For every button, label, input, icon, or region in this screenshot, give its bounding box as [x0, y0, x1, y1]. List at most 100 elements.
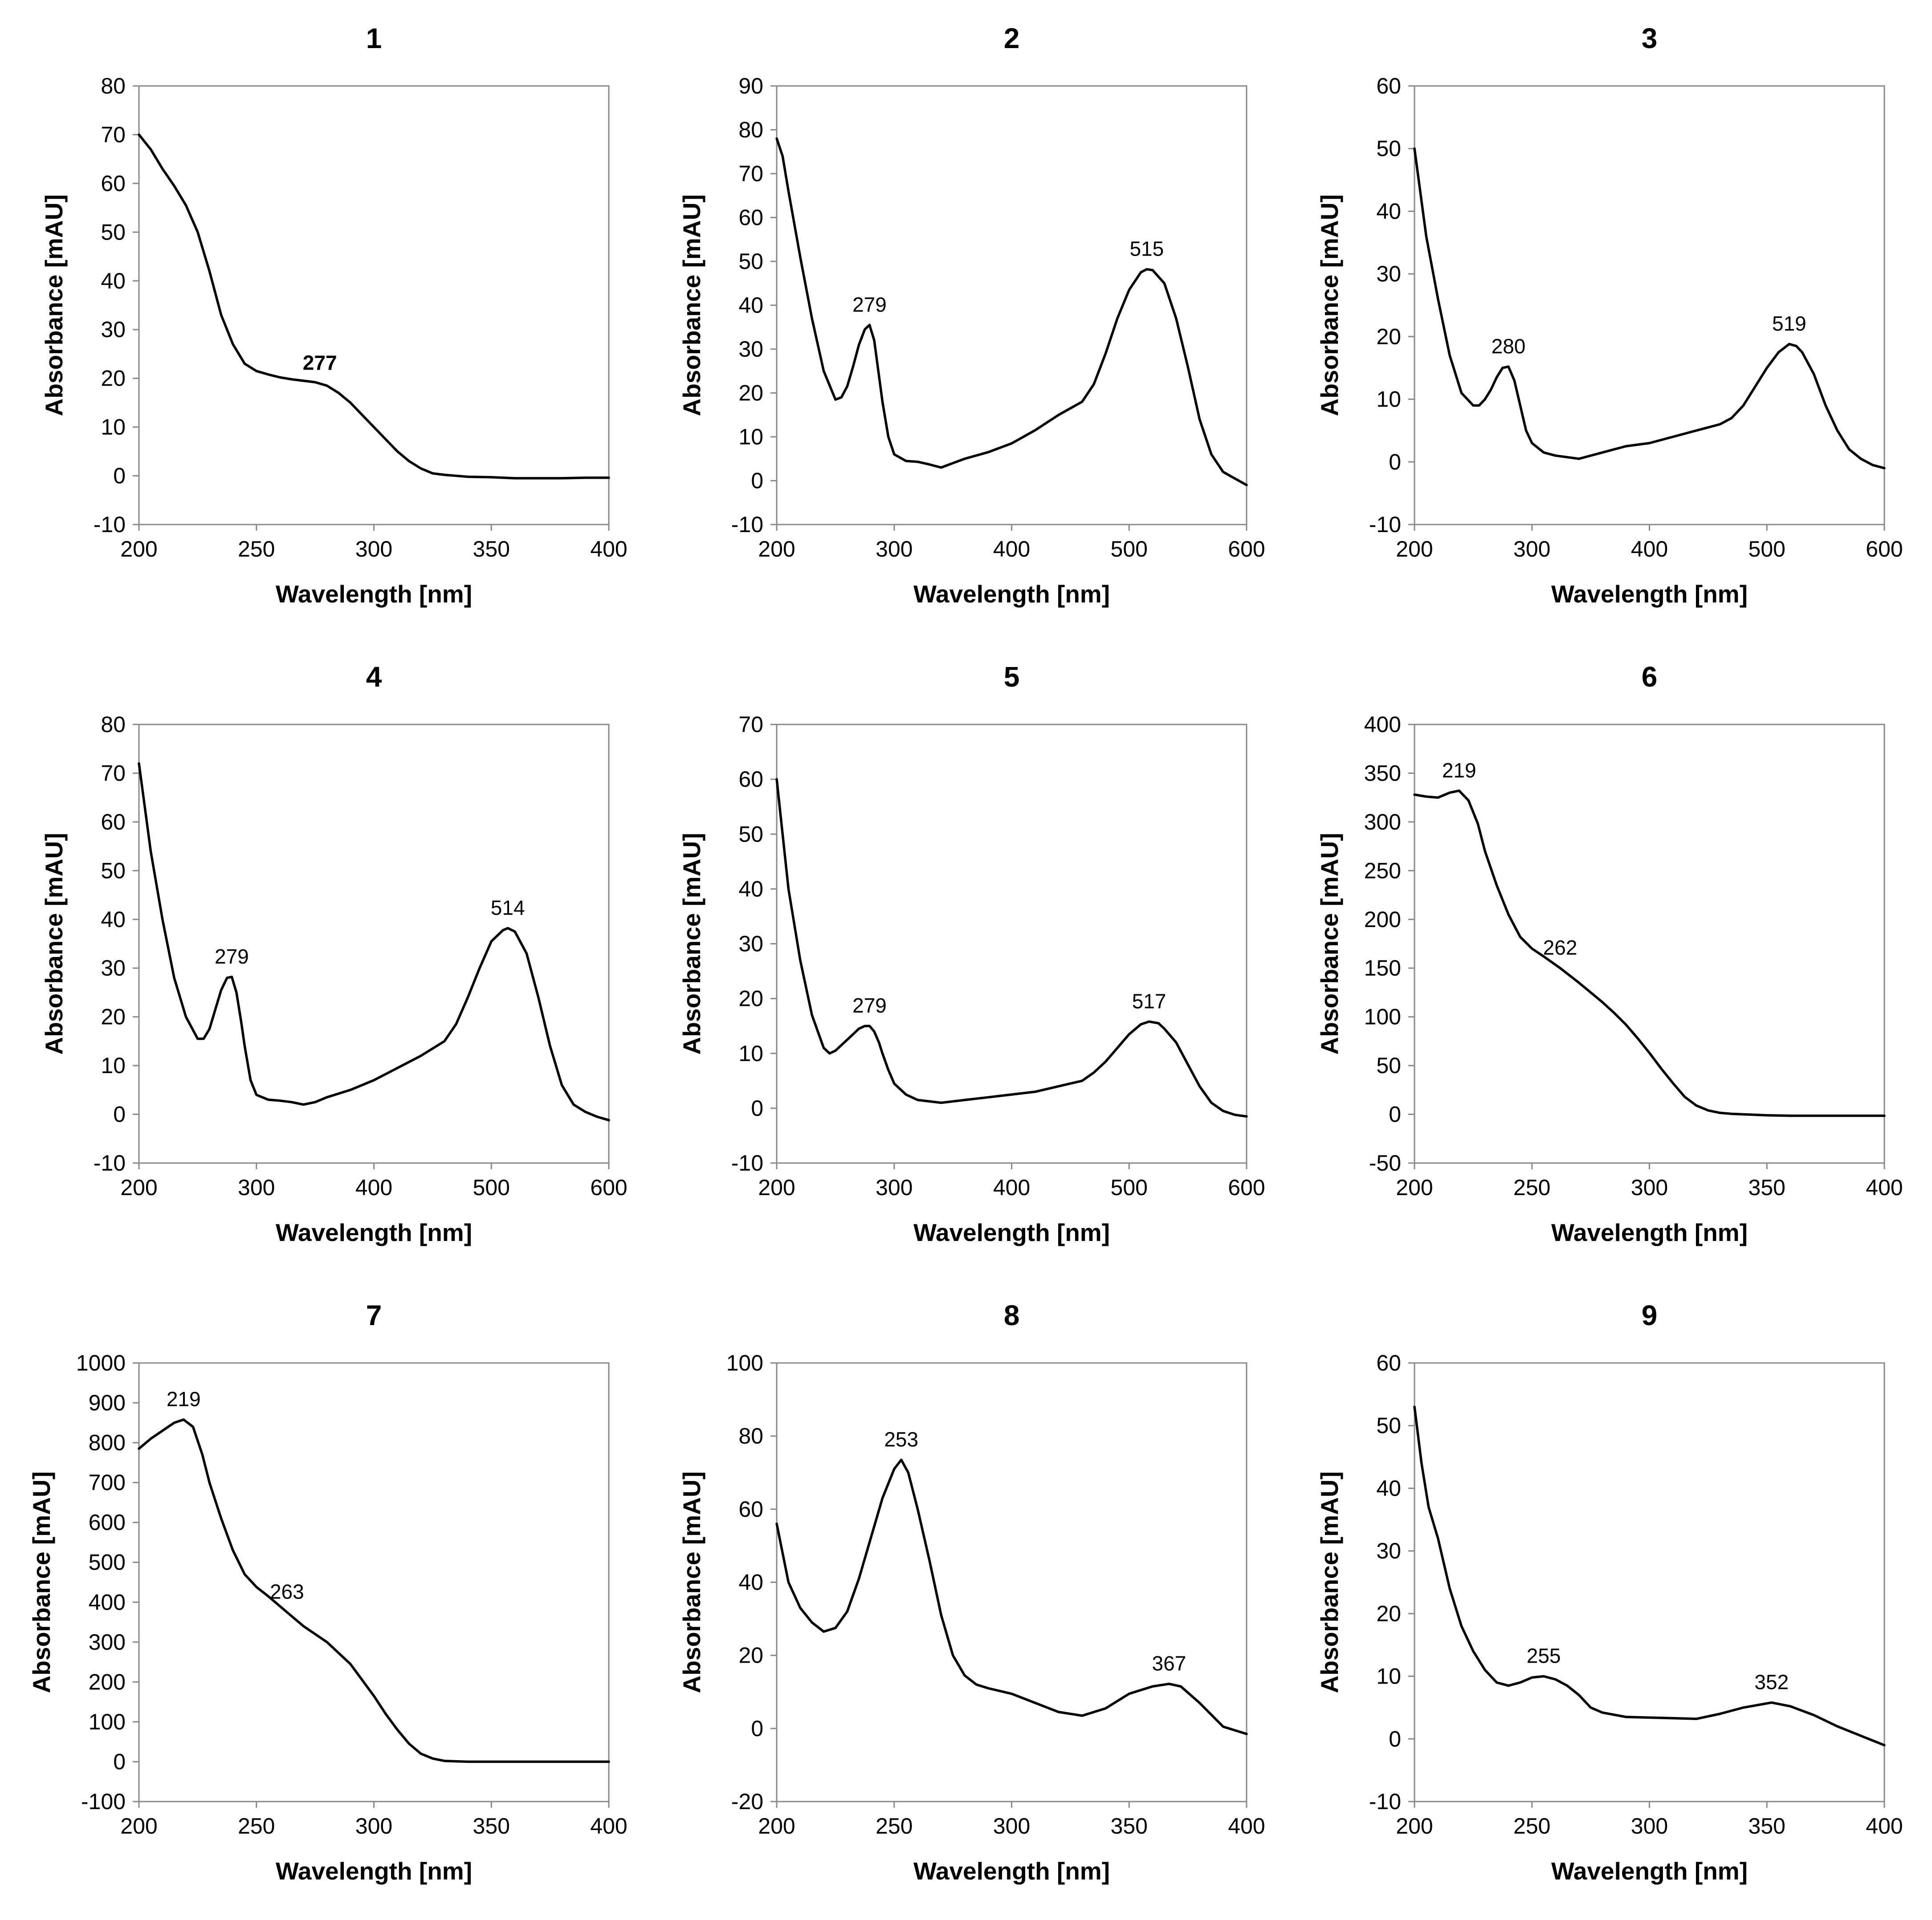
y-tick-label: 30 [738, 932, 763, 956]
chart-panel-2: 2 200 300 400 500 600 -10 0 10 20 30 40 50 60 70 80 90 Wa… [678, 22, 1265, 608]
x-tick-label: 300 [1631, 1814, 1668, 1839]
x-tick-label: 250 [1513, 1175, 1550, 1200]
y-tick-label: 30 [1376, 1538, 1401, 1563]
y-tick-label: -100 [81, 1789, 126, 1814]
y-tick-label: 70 [738, 161, 763, 186]
plot-frame [1414, 1362, 1885, 1802]
y-tick-label: 400 [89, 1590, 126, 1615]
plot-frame [776, 85, 1247, 525]
x-tick-label: 400 [590, 1814, 627, 1839]
y-tick-label: 10 [1376, 387, 1401, 412]
y-tick-label: 50 [738, 249, 763, 274]
x-tick-label: 300 [876, 537, 913, 561]
x-tick-label: 500 [1749, 537, 1785, 561]
x-tick-label: 600 [1866, 537, 1903, 561]
y-tick-label: 20 [738, 986, 763, 1011]
y-axis-label: Absorbance [mAU] [1316, 833, 1343, 1054]
x-axis-label: Wavelength [nm] [913, 1857, 1110, 1885]
y-tick-label: -10 [1369, 1789, 1401, 1814]
y-tick-label: -10 [731, 1151, 763, 1176]
y-tick-label: 0 [751, 468, 763, 493]
peak-label: 515 [1129, 237, 1164, 260]
y-tick-label: 30 [1376, 261, 1401, 286]
y-tick-label: 20 [101, 366, 126, 391]
y-tick-label: 350 [1364, 761, 1401, 785]
y-tick-label: 60 [738, 205, 763, 230]
spectrum-line [138, 1418, 610, 1763]
x-tick-label: 400 [993, 537, 1030, 561]
x-tick-label: 400 [1228, 1814, 1265, 1839]
spectrum-line [1413, 147, 1886, 470]
peak-label: 279 [852, 293, 887, 316]
y-tick-label: 90 [738, 73, 763, 98]
y-tick-label: 200 [89, 1669, 126, 1694]
y-tick-label: 50 [1376, 1053, 1401, 1078]
y-tick-label: 50 [101, 858, 126, 883]
y-tick-label: 40 [738, 1570, 763, 1595]
x-tick-label: 350 [473, 1814, 510, 1839]
y-tick-label: 20 [738, 1643, 763, 1668]
x-tick-label: 300 [355, 537, 392, 561]
y-tick-label: 10 [738, 1041, 763, 1066]
y-tick-label: -10 [94, 512, 126, 537]
peak-label: 277 [303, 351, 337, 374]
plot-frame [1414, 85, 1885, 525]
y-tick-label: 50 [1376, 136, 1401, 161]
x-tick-label: 200 [120, 537, 157, 561]
y-axis-label: Absorbance [mAU] [40, 833, 68, 1054]
x-tick-label: 500 [1111, 1175, 1148, 1200]
y-tick-label: 400 [1364, 712, 1401, 737]
chart-title: 9 [1642, 1299, 1658, 1331]
y-tick-label: 100 [89, 1709, 126, 1734]
x-tick-label: 600 [1228, 537, 1265, 561]
peak-label: 279 [852, 994, 887, 1017]
y-tick-label: 20 [1376, 324, 1401, 349]
y-tick-label: -50 [1369, 1151, 1401, 1176]
y-tick-label: 100 [1364, 1005, 1401, 1029]
chart-panel-8: 8 200 250 300 350 400 -20 0 20 40 60 80 100 Wavelengt… [678, 1299, 1265, 1885]
x-axis-label: Wavelength [nm] [276, 1857, 472, 1885]
chart-panel-3: 3 200 300 400 500 600 -10 0 10 20 30 40 50 60 Waveleng… [1316, 22, 1903, 608]
y-tick-label: 0 [1389, 1726, 1401, 1751]
y-tick-label: 1000 [76, 1351, 126, 1375]
x-tick-label: 350 [473, 537, 510, 561]
y-tick-label: 0 [113, 1102, 126, 1127]
x-tick-label: 400 [355, 1175, 392, 1200]
chart-title: 3 [1642, 22, 1658, 54]
peak-label: 253 [884, 1428, 918, 1451]
x-tick-label: 500 [473, 1175, 510, 1200]
plot-frame [138, 85, 610, 525]
y-tick-label: 20 [738, 381, 763, 406]
x-tick-label: 300 [1631, 1175, 1668, 1200]
y-tick-label: 600 [89, 1510, 126, 1535]
y-tick-label: 80 [101, 73, 126, 98]
x-tick-label: 200 [1396, 537, 1433, 561]
chart-panel-7: 7 200 250 300 350 400 -100 0 100 200 300 400 500 600 7… [28, 1299, 628, 1885]
chart-panel-1: 1 200 250 300 350 400 -10 0 10 20 30 40 50 60 70 80 Wave… [40, 22, 628, 608]
chart-title: 1 [366, 22, 382, 54]
y-tick-label: 20 [1376, 1601, 1401, 1626]
y-tick-label: 80 [738, 1424, 763, 1448]
peak-label: 514 [491, 896, 525, 919]
y-tick-label: 200 [1364, 907, 1401, 932]
peak-label: 519 [1772, 312, 1806, 335]
chart-title: 5 [1004, 661, 1020, 693]
y-tick-label: 500 [89, 1550, 126, 1575]
peak-label: 219 [167, 1387, 201, 1411]
y-tick-label: -10 [731, 512, 763, 537]
y-tick-label: 100 [726, 1351, 763, 1375]
x-tick-label: 200 [758, 1175, 795, 1200]
y-tick-label: 10 [1376, 1664, 1401, 1689]
x-axis-label: Wavelength [nm] [1551, 580, 1748, 608]
y-tick-label: 800 [89, 1430, 126, 1455]
y-axis-label: Absorbance [mAU] [40, 194, 68, 416]
chart-panel-5: 5 200 300 400 500 600 -10 0 10 20 30 40 50 60 70 Wavele… [678, 661, 1265, 1246]
y-tick-label: 150 [1364, 956, 1401, 980]
y-tick-label: -20 [731, 1789, 763, 1814]
x-tick-label: 200 [758, 537, 795, 561]
spectrum-line [138, 133, 610, 480]
x-tick-label: 400 [590, 537, 627, 561]
x-tick-label: 250 [876, 1814, 913, 1839]
y-axis-label: Absorbance [mAU] [678, 833, 705, 1054]
